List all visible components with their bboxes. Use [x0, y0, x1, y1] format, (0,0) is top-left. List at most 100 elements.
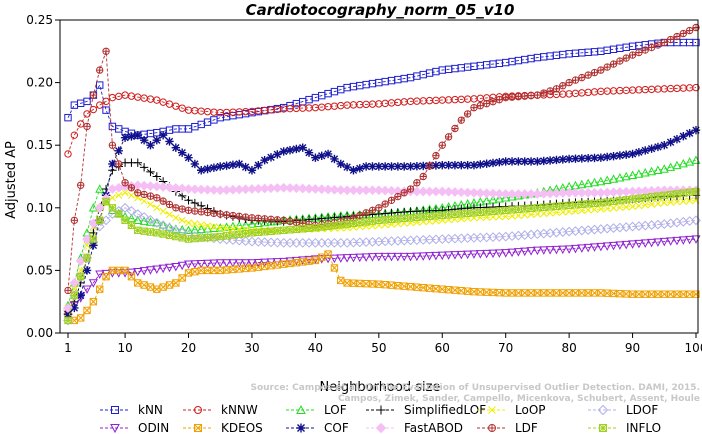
data-point — [590, 199, 599, 207]
data-point — [659, 164, 669, 173]
data-point — [545, 156, 555, 165]
y-tick-label: 0.10 — [26, 201, 53, 215]
data-point — [558, 155, 567, 164]
data-point — [337, 221, 345, 229]
data-point — [274, 216, 281, 224]
data-point — [197, 120, 205, 129]
data-point — [685, 188, 694, 196]
legend-label: KDEOS — [221, 421, 263, 434]
data-point — [120, 202, 130, 213]
data-point — [216, 266, 224, 275]
data-point — [615, 172, 625, 182]
data-point — [115, 210, 123, 218]
data-point — [115, 125, 123, 133]
legend-label: LoOP — [515, 403, 546, 417]
data-point — [672, 160, 682, 170]
data-point — [134, 226, 142, 235]
data-point — [393, 252, 403, 262]
data-point — [133, 158, 142, 167]
data-point — [444, 161, 453, 170]
data-point — [291, 183, 302, 194]
data-point — [373, 185, 384, 196]
series-inflo — [64, 187, 700, 325]
x-tick-label: 90 — [625, 341, 640, 355]
data-point — [679, 29, 688, 38]
data-point — [336, 159, 345, 169]
data-point — [540, 203, 548, 211]
data-point — [420, 173, 427, 180]
data-point — [381, 280, 389, 289]
data-point — [278, 182, 289, 193]
data-point — [386, 185, 397, 196]
data-point — [661, 39, 668, 46]
data-point — [139, 163, 149, 172]
data-point — [679, 197, 687, 205]
data-point — [102, 197, 110, 206]
x-tick-label: 40 — [308, 341, 323, 355]
data-point — [476, 101, 485, 110]
data-point — [153, 96, 161, 104]
data-point — [578, 74, 586, 81]
data-point — [599, 424, 607, 432]
data-point — [153, 204, 161, 212]
data-point — [184, 153, 193, 162]
data-point — [108, 194, 116, 202]
data-point — [102, 106, 110, 114]
data-point — [76, 272, 85, 281]
data-point — [495, 213, 503, 221]
data-point — [502, 213, 510, 221]
data-point — [305, 95, 313, 104]
data-point — [634, 239, 644, 249]
data-point — [394, 215, 402, 223]
data-point — [470, 209, 478, 217]
data-point — [488, 406, 496, 414]
data-point — [431, 161, 441, 170]
data-point — [589, 243, 600, 252]
data-point — [622, 196, 630, 204]
data-point — [266, 153, 276, 162]
data-point — [354, 185, 365, 196]
data-point — [102, 272, 110, 281]
data-point — [654, 41, 662, 49]
data-point — [691, 215, 701, 226]
data-point — [165, 100, 174, 108]
data-point — [296, 404, 306, 414]
data-point — [413, 213, 421, 222]
data-point — [565, 208, 573, 216]
data-point — [425, 212, 434, 221]
data-point — [647, 238, 657, 248]
data-point — [476, 160, 485, 169]
data-point — [108, 204, 117, 212]
data-point — [76, 314, 85, 322]
data-point — [190, 225, 200, 234]
data-point — [330, 154, 339, 164]
data-point — [666, 290, 675, 298]
data-point — [177, 183, 188, 194]
data-point — [642, 46, 649, 54]
series-line — [67, 87, 697, 155]
data-point — [387, 215, 396, 224]
data-point — [189, 184, 200, 195]
legend-label: COF — [324, 421, 349, 434]
data-point — [576, 187, 587, 198]
data-point — [335, 185, 346, 195]
data-point — [139, 180, 150, 191]
data-point — [234, 259, 244, 268]
data-point — [285, 183, 295, 193]
series-odin — [63, 235, 701, 319]
data-point — [577, 154, 587, 163]
data-point — [152, 172, 162, 181]
data-point — [151, 181, 162, 192]
data-point — [368, 217, 377, 225]
data-point — [463, 161, 472, 170]
data-point — [526, 157, 536, 166]
data-point — [565, 201, 573, 209]
data-point — [641, 146, 650, 155]
data-point — [273, 261, 282, 269]
data-point — [591, 69, 598, 76]
data-point — [565, 78, 573, 87]
data-point — [608, 241, 619, 251]
data-point — [482, 249, 492, 259]
data-point — [640, 239, 650, 248]
data-point — [194, 424, 202, 432]
